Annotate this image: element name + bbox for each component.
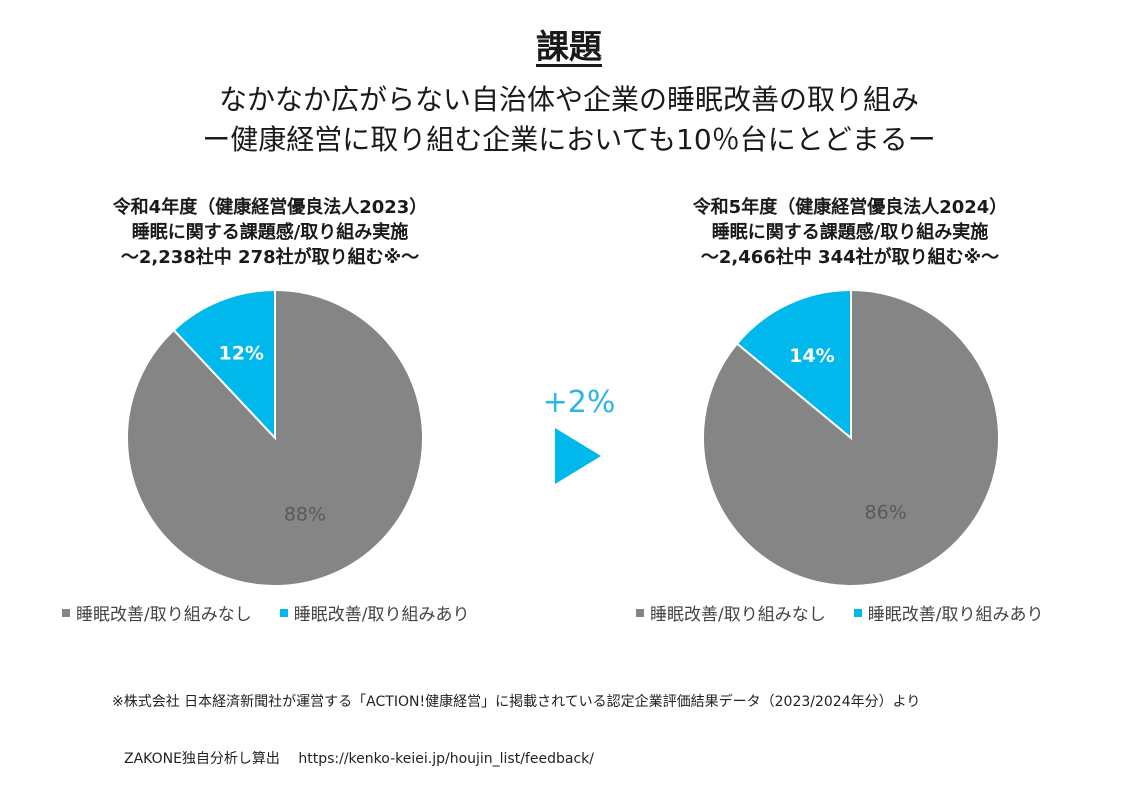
legend-label-yes: 睡眠改善/取り組みあり: [293, 605, 470, 625]
legend-label-yes: 睡眠改善/取り組みあり: [867, 605, 1044, 625]
legend-item-yes: 睡眠改善/取り組みあり: [279, 600, 470, 625]
chart-2024-legend: 睡眠改善/取り組みなし 睡眠改善/取り組みあり: [636, 600, 1043, 625]
footnote-line-1: ※株式会社 日本経済新聞社が運営する「ACTION!健康経営」に掲載されている認…: [112, 694, 921, 710]
legend-swatch-yes: [853, 608, 862, 617]
chart-2024-header-line-3: ～2,466社中 344社が取り組む※～: [700, 247, 1000, 268]
chart-2024-header-line-1: 令和5年度（健康経営優良法人2024）: [692, 197, 1008, 218]
legend-swatch-no: [62, 608, 70, 617]
pie-slice-no-label: 86%: [865, 502, 907, 524]
pie-slice-no-label: 88%: [284, 504, 326, 526]
page-title: 課題: [536, 27, 602, 66]
legend-swatch-yes: [279, 608, 288, 617]
legend-item-yes: 睡眠改善/取り組みあり: [853, 600, 1044, 625]
legend-swatch-no: [636, 608, 644, 617]
chart-2023-header-line-2: 睡眠に関する課題感/取り組み実施: [131, 222, 409, 243]
chart-2023-header-line-3: ～2,238社中 278社が取り組む※～: [120, 247, 420, 268]
increase-label: +2%: [542, 385, 616, 420]
legend-label-no: 睡眠改善/取り組みなし: [650, 605, 826, 625]
chart-2024-header-line-2: 睡眠に関する課題感/取り組み実施: [711, 222, 989, 243]
subtitle: なかなか広がらない自治体や企業の睡眠改善の取り組み ー健康経営に取り組む企業にお…: [0, 80, 1138, 160]
footnote-line-2: ZAKONE独自分析し算出 https://kenko-keiei.jp/hou…: [124, 751, 594, 767]
pie-slice-yes: [172, 288, 276, 441]
pie-slice-yes: [735, 288, 852, 441]
chart-2023-header: 令和4年度（健康経営優良法人2023） 睡眠に関する課題感/取り組み実施 ～2,…: [60, 195, 480, 270]
pie-slice-no: [126, 288, 424, 587]
legend-label-no: 睡眠改善/取り組みなし: [76, 605, 252, 625]
chart-2023-legend: 睡眠改善/取り組みなし 睡眠改善/取り組みあり: [62, 600, 469, 625]
subtitle-line-1: なかなか広がらない自治体や企業の睡眠改善の取り組み: [218, 83, 919, 116]
pie-chart-2024: 14% 86%: [702, 288, 1000, 587]
chart-2023-header-line-1: 令和4年度（健康経営優良法人2023）: [112, 197, 428, 218]
chart-2024-header: 令和5年度（健康経営優良法人2024） 睡眠に関する課題感/取り組み実施 ～2,…: [640, 195, 1060, 270]
legend-item-no: 睡眠改善/取り組みなし: [636, 600, 826, 625]
play-arrow-icon: [555, 428, 601, 484]
legend-item-no: 睡眠改善/取り組みなし: [62, 600, 252, 625]
pie-slice-yes-label: 14%: [789, 345, 834, 367]
pie-slice-yes-label: 12%: [218, 343, 263, 365]
pie-chart-2023: 12% 88%: [126, 288, 424, 587]
source-footnote: ※株式会社 日本経済新聞社が運営する「ACTION!健康経営」に掲載されている認…: [112, 655, 920, 788]
pie-slice-no: [702, 288, 1000, 587]
subtitle-line-2: ー健康経営に取り組む企業においても10％台にとどまるー: [202, 123, 936, 156]
